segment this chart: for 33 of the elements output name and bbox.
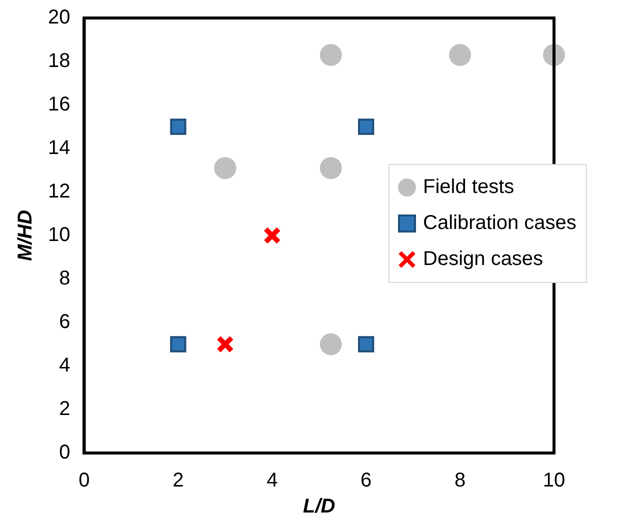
legend-label: Design cases <box>423 248 544 270</box>
y-tick-label: 2 <box>59 398 70 420</box>
x-tick-label: 10 <box>542 470 566 492</box>
legend-label: Field tests <box>423 176 514 198</box>
point <box>320 44 342 66</box>
point <box>263 226 282 244</box>
y-tick-label: 6 <box>59 311 70 334</box>
y-tick-label: 14 <box>48 137 70 160</box>
y-tick-label: 16 <box>48 94 70 116</box>
x-axis-title: L/D <box>303 496 336 518</box>
point <box>358 336 374 352</box>
point <box>449 44 472 66</box>
point <box>320 333 342 356</box>
x-tick-label: 8 <box>454 470 466 492</box>
y-tick-label: 18 <box>48 50 70 72</box>
point <box>358 118 374 135</box>
point <box>170 336 186 352</box>
y-tick-label: 12 <box>48 180 70 203</box>
y-tick-label: 4 <box>59 354 70 377</box>
x-tick-label: 2 <box>172 470 184 492</box>
y-tick-label: 10 <box>48 224 70 246</box>
y-tick-label: 20 <box>48 6 70 29</box>
legend-label: Calibration cases <box>423 212 576 234</box>
x-tick-label: 4 <box>266 470 278 492</box>
y-axis-title: M/HD <box>14 210 37 262</box>
x-tick-label: 6 <box>360 470 372 492</box>
point <box>170 118 186 135</box>
y-tick-label: 0 <box>59 442 70 464</box>
point <box>214 157 236 180</box>
x-tick-label: 0 <box>78 470 90 492</box>
point <box>320 157 342 180</box>
y-tick-label: 8 <box>59 268 70 290</box>
point <box>216 335 234 354</box>
